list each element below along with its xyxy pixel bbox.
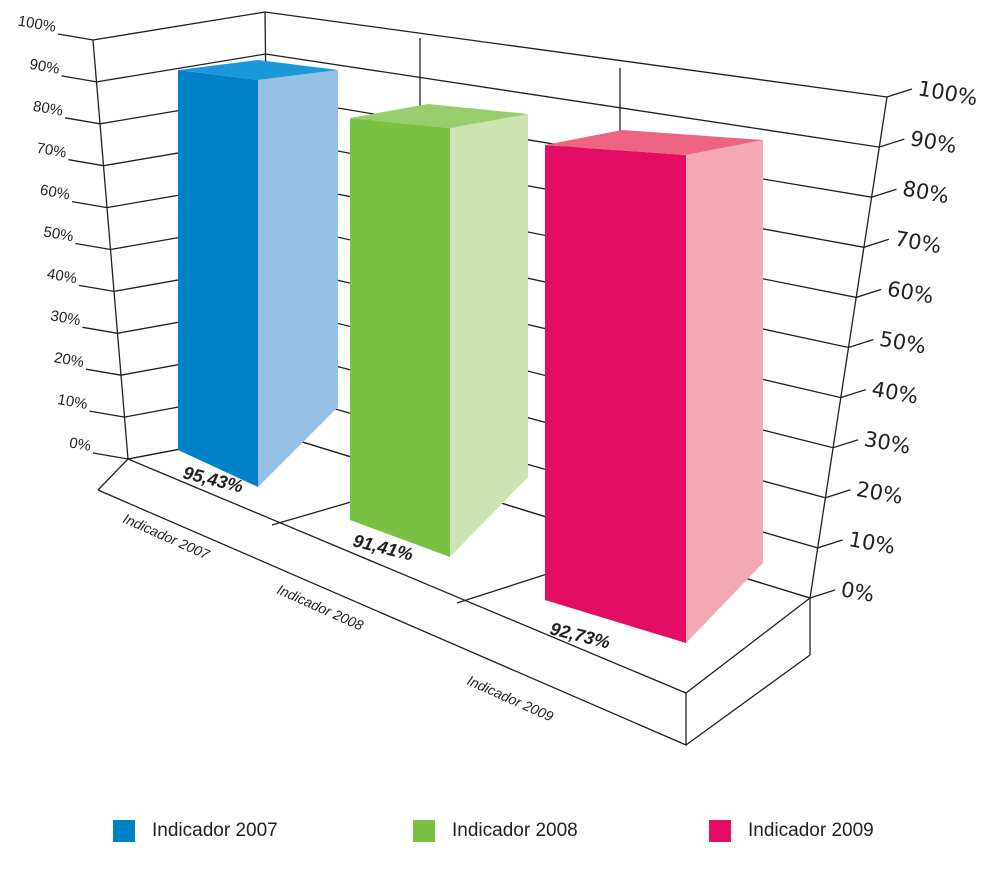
y-tick-right: 50% bbox=[878, 327, 928, 359]
bar-chart-3d: 0% 0% 10% 10% 20% 20% 30% 30% 40% 40% 50% 50% 60% 60%… bbox=[17, 11, 979, 746]
y-tick-left: 80% bbox=[32, 98, 65, 120]
legend: Indicador 2007 Indicador 2008 Indicador … bbox=[0, 820, 1001, 860]
legend-swatch-2007 bbox=[113, 820, 135, 842]
bar-2 bbox=[350, 104, 528, 557]
y-tick-right: 20% bbox=[855, 477, 905, 509]
y-tick-right: 30% bbox=[862, 427, 912, 459]
axis-line-right bbox=[809, 96, 888, 599]
legend-item-2008: Indicador 2008 bbox=[413, 820, 578, 842]
floor-front-edge bbox=[97, 458, 129, 491]
bar-front-face bbox=[545, 145, 686, 643]
y-tick-left: 50% bbox=[42, 223, 75, 245]
legend-swatch-2008 bbox=[413, 820, 435, 842]
y-tick-left: 40% bbox=[46, 265, 79, 287]
y-tick-left: 0% bbox=[68, 434, 92, 455]
category-label: Indicador 2007 bbox=[121, 510, 213, 563]
bar-3 bbox=[545, 130, 763, 643]
y-tick-left: 60% bbox=[39, 182, 72, 204]
y-tick-right: 100% bbox=[916, 76, 979, 110]
y-tick-right: 40% bbox=[870, 377, 920, 409]
legend-label-2007: Indicador 2007 bbox=[152, 820, 278, 841]
bar-side-face bbox=[258, 70, 338, 487]
data-label: 92,73% bbox=[548, 618, 612, 652]
legend-label-2009: Indicador 2009 bbox=[748, 820, 874, 841]
y-tick-right: 80% bbox=[901, 176, 951, 208]
y-tick-left: 90% bbox=[28, 56, 61, 78]
bar-front-face bbox=[178, 70, 258, 487]
bar-top-face bbox=[545, 130, 763, 155]
y-tick-left: 70% bbox=[35, 140, 68, 162]
legend-item-2007: Indicador 2007 bbox=[113, 820, 278, 842]
y-tick-left: 30% bbox=[49, 307, 82, 329]
bar-side-face bbox=[686, 140, 763, 643]
bar-top-face bbox=[178, 60, 338, 80]
y-tick-right: 70% bbox=[893, 227, 943, 259]
y-tick-left: 20% bbox=[53, 349, 86, 371]
floor-right-base bbox=[685, 654, 811, 746]
y-tick-right: 60% bbox=[885, 277, 935, 309]
y-tick-right: 90% bbox=[908, 126, 958, 158]
bar-side-face bbox=[450, 114, 528, 557]
legend-item-2009: Indicador 2009 bbox=[709, 820, 874, 842]
bars bbox=[178, 60, 763, 643]
y-tick-right: 10% bbox=[847, 527, 897, 559]
category-label: Indicador 2009 bbox=[465, 672, 556, 724]
category-label: Indicador 2008 bbox=[275, 581, 366, 633]
legend-swatch-2009 bbox=[709, 820, 731, 842]
legend-label-2008: Indicador 2008 bbox=[452, 820, 578, 841]
y-tick-right: 0% bbox=[839, 577, 876, 606]
bar-front-face bbox=[350, 118, 450, 557]
bar-1 bbox=[178, 60, 338, 487]
bar-top-face bbox=[350, 104, 528, 128]
y-tick-left: 10% bbox=[56, 391, 89, 413]
x-axis-categories: Indicador 2007 Indicador 2008 Indicador 20… bbox=[121, 510, 556, 724]
y-tick-left: 100% bbox=[17, 13, 58, 36]
axis-line-left bbox=[92, 39, 129, 460]
